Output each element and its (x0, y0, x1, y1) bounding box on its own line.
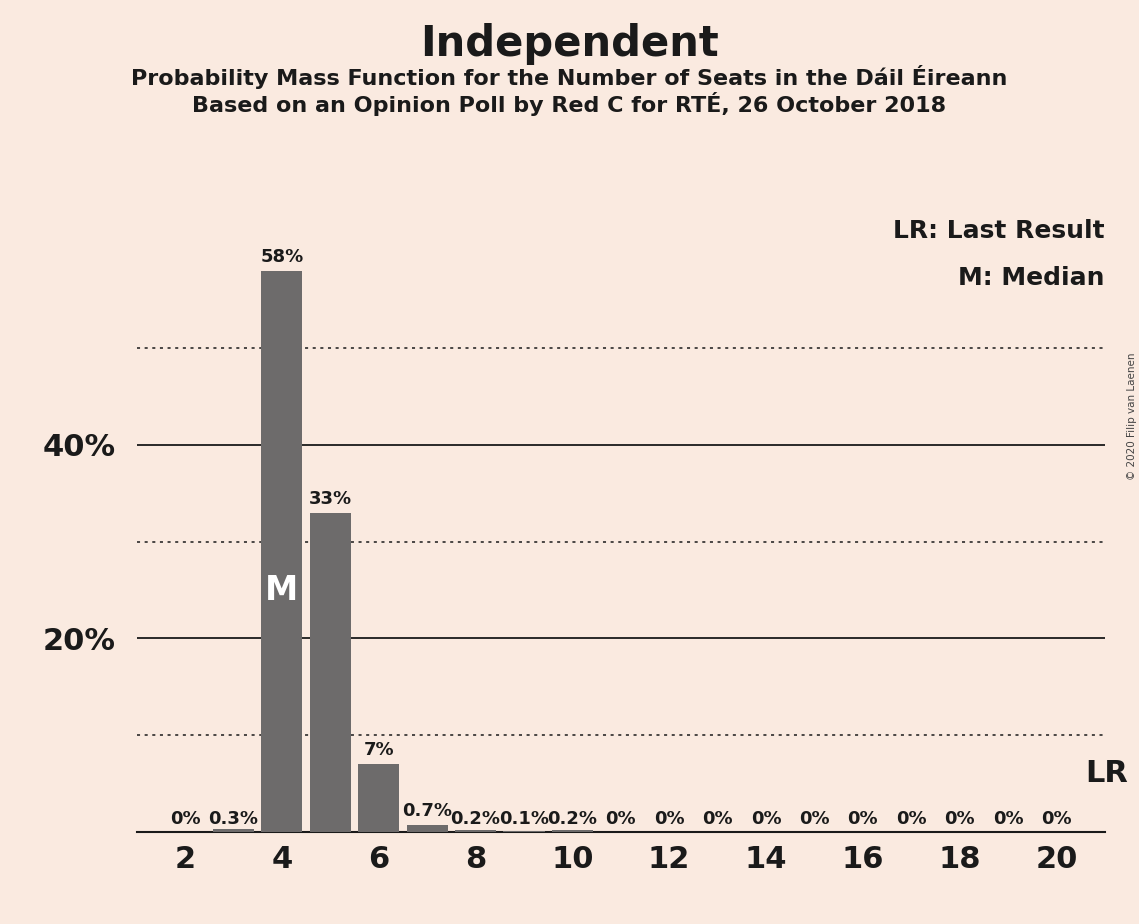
Text: 7%: 7% (363, 741, 394, 760)
Bar (503, 831, 544, 832)
Text: 0.2%: 0.2% (451, 809, 500, 828)
Bar (213, 829, 254, 832)
Text: 0.2%: 0.2% (548, 809, 597, 828)
Text: 0%: 0% (751, 809, 781, 828)
Text: Probability Mass Function for the Number of Seats in the Dáil Éireann: Probability Mass Function for the Number… (131, 65, 1008, 89)
Bar (261, 271, 303, 832)
Text: 0.7%: 0.7% (402, 802, 452, 820)
Text: 0.3%: 0.3% (208, 809, 259, 828)
Text: 0%: 0% (703, 809, 732, 828)
Text: 0%: 0% (896, 809, 926, 828)
Text: M: M (265, 574, 298, 607)
Text: 0%: 0% (944, 809, 975, 828)
Bar (407, 825, 448, 832)
Text: Based on an Opinion Poll by Red C for RTÉ, 26 October 2018: Based on an Opinion Poll by Red C for RT… (192, 92, 947, 116)
Text: 0%: 0% (993, 809, 1023, 828)
Bar (310, 513, 351, 832)
Text: 0%: 0% (170, 809, 200, 828)
Text: © 2020 Filip van Laenen: © 2020 Filip van Laenen (1126, 352, 1137, 480)
Bar (551, 830, 593, 832)
Text: 0%: 0% (654, 809, 685, 828)
Bar (358, 764, 400, 832)
Text: LR: Last Result: LR: Last Result (893, 219, 1105, 243)
Text: LR: LR (1085, 760, 1129, 788)
Text: 0%: 0% (1041, 809, 1072, 828)
Text: Independent: Independent (420, 23, 719, 65)
Text: 0%: 0% (800, 809, 829, 828)
Text: 33%: 33% (309, 490, 352, 508)
Text: M: Median: M: Median (958, 266, 1105, 290)
Text: 0%: 0% (606, 809, 636, 828)
Text: 58%: 58% (261, 249, 303, 266)
Text: 0%: 0% (847, 809, 878, 828)
Text: 0.1%: 0.1% (499, 809, 549, 828)
Bar (454, 830, 497, 832)
